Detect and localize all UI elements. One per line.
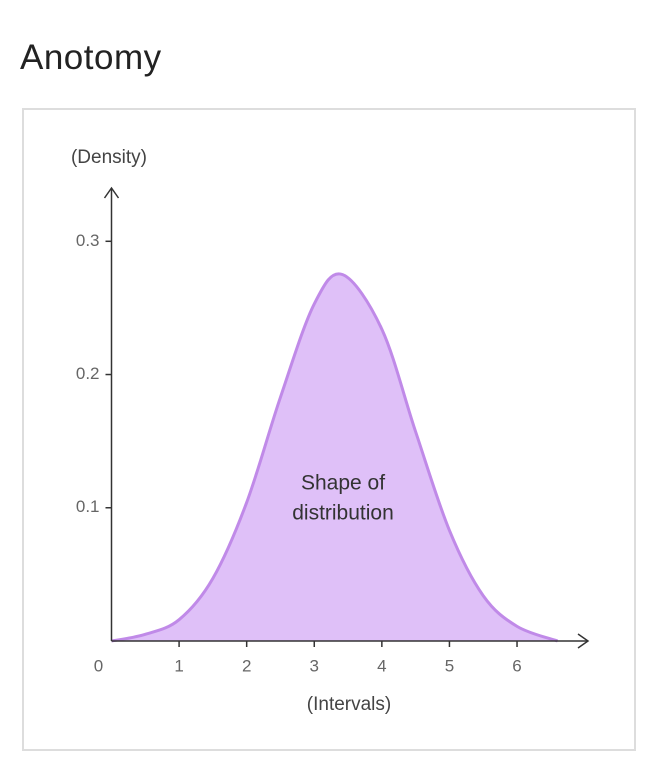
heading: Anotomy: [20, 38, 162, 77]
x-arrow: [577, 633, 590, 649]
x-axis-label: (Intervals): [307, 694, 391, 715]
chart-frame: [22, 108, 636, 751]
y-tick-label: 0.3: [76, 231, 100, 250]
density-line: [111, 272, 559, 643]
y-tick-label: 0.2: [76, 364, 100, 383]
y-tick-label: 0.1: [76, 497, 100, 516]
x-tick-label: 5: [445, 656, 454, 675]
annotation: Shape of: [301, 472, 385, 495]
x-tick-label: 3: [310, 656, 319, 675]
area-fill: [111, 273, 558, 641]
x-tick-label: 2: [242, 656, 251, 675]
x-tick-label: 0: [94, 656, 103, 675]
y-axis-label: (Density): [71, 147, 147, 168]
y-arrow: [103, 186, 120, 199]
annotation: distribution: [292, 502, 394, 525]
x-tick-label: 1: [174, 656, 183, 675]
x-tick-label: 4: [377, 656, 386, 675]
x-tick-label: 6: [512, 656, 521, 675]
